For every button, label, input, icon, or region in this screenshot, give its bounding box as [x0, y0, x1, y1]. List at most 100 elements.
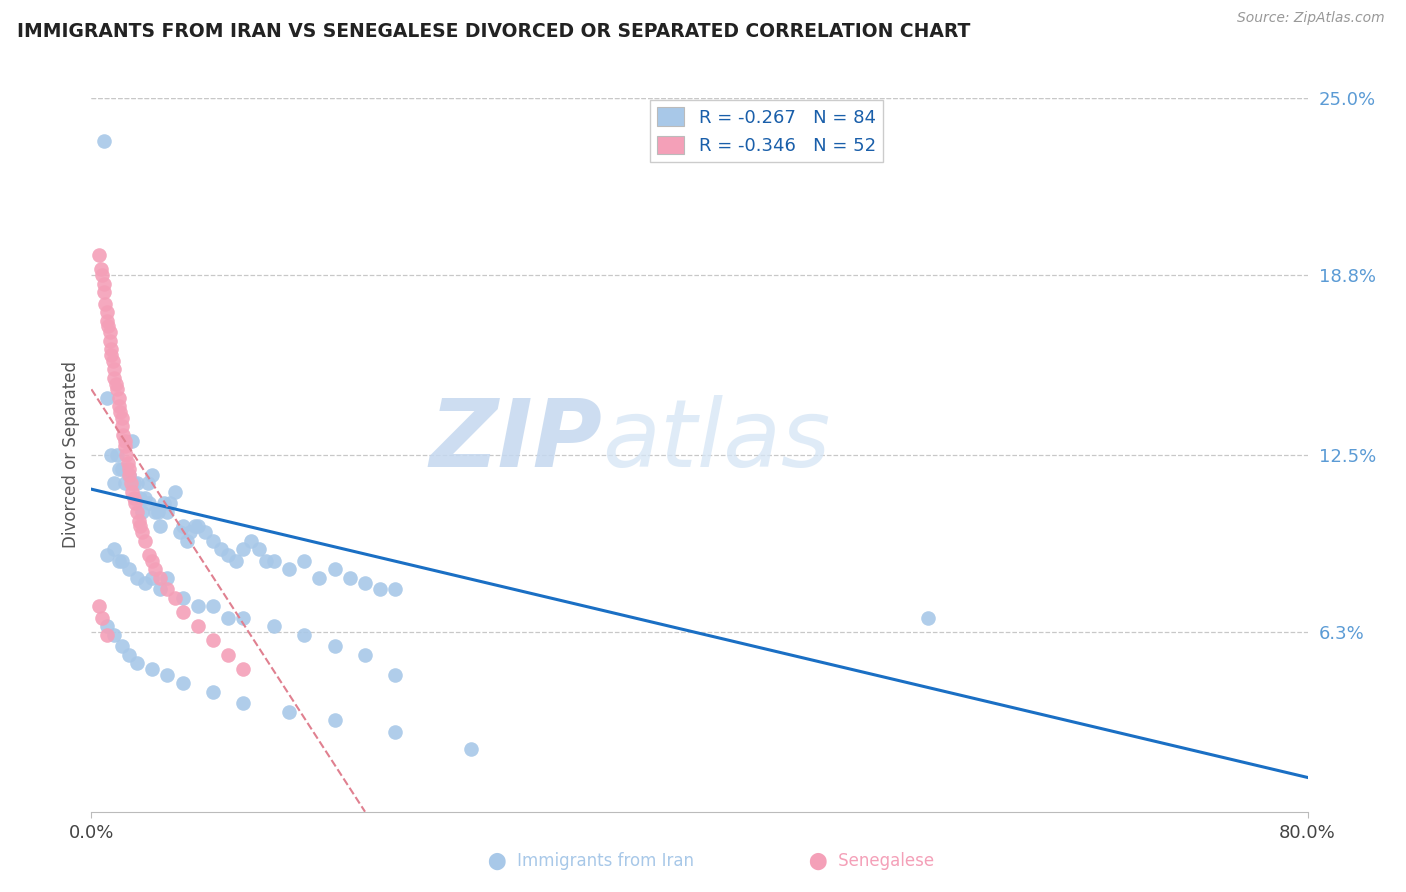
Point [131, 524, 153, 539]
Point [179, 524, 201, 539]
Point [263, 553, 285, 567]
Point [96, 314, 118, 328]
Point [110, 405, 132, 419]
Point [131, 505, 153, 519]
Point [176, 533, 198, 548]
Point [254, 553, 277, 567]
Point [323, 639, 346, 653]
Point [87, 248, 110, 262]
Point [217, 610, 239, 624]
Point [141, 553, 163, 567]
Text: ZIP: ZIP [429, 394, 602, 487]
Point [105, 448, 128, 462]
Point [202, 633, 225, 648]
Point [323, 714, 346, 728]
Point [125, 476, 148, 491]
Text: ⬤  Senegalese: ⬤ Senegalese [810, 852, 934, 870]
Point [163, 591, 186, 605]
Point [156, 582, 179, 596]
Point [292, 628, 315, 642]
Point [368, 582, 391, 596]
Point [103, 542, 125, 557]
Point [232, 662, 254, 676]
Point [100, 343, 122, 357]
Point [136, 476, 159, 491]
Point [107, 391, 129, 405]
Point [141, 571, 163, 585]
Point [384, 724, 406, 739]
Point [129, 519, 152, 533]
Point [187, 519, 209, 533]
Point [354, 576, 377, 591]
Point [87, 599, 110, 614]
Text: atlas: atlas [602, 395, 831, 486]
Point [217, 548, 239, 562]
Point [232, 610, 254, 624]
Point [97, 319, 120, 334]
Point [111, 419, 134, 434]
Point [89, 262, 111, 277]
Text: Source: ZipAtlas.com: Source: ZipAtlas.com [1237, 11, 1385, 25]
Point [125, 505, 148, 519]
Point [111, 410, 134, 425]
Point [118, 462, 141, 476]
Point [118, 648, 141, 662]
Point [163, 485, 186, 500]
Point [149, 519, 172, 533]
Point [225, 553, 247, 567]
Point [143, 562, 166, 576]
Point [103, 362, 125, 376]
Point [120, 476, 142, 491]
Point [105, 382, 128, 396]
Point [292, 553, 315, 567]
Point [917, 610, 939, 624]
Point [125, 571, 148, 585]
Point [104, 376, 127, 391]
Point [114, 439, 136, 453]
Point [232, 542, 254, 557]
Point [308, 571, 330, 585]
Point [187, 599, 209, 614]
Point [149, 582, 172, 596]
Point [93, 285, 115, 300]
Point [156, 571, 179, 585]
Point [194, 524, 217, 539]
Point [112, 428, 135, 442]
Point [100, 448, 122, 462]
Point [202, 599, 225, 614]
Point [100, 348, 122, 362]
Point [156, 667, 179, 681]
Point [118, 467, 141, 482]
Point [172, 605, 194, 619]
Point [91, 268, 114, 282]
Point [156, 505, 179, 519]
Point [93, 277, 115, 291]
Point [117, 457, 139, 471]
Point [91, 610, 114, 624]
Point [96, 305, 118, 319]
Point [172, 676, 194, 690]
Point [111, 553, 134, 567]
Point [384, 582, 406, 596]
Point [103, 476, 125, 491]
Point [143, 505, 166, 519]
Point [134, 533, 156, 548]
Point [278, 705, 301, 719]
Point [107, 400, 129, 414]
Point [96, 548, 118, 562]
Point [96, 391, 118, 405]
Point [184, 519, 207, 533]
Text: ⬤  Immigrants from Iran: ⬤ Immigrants from Iran [488, 852, 693, 870]
Point [159, 496, 181, 510]
Point [232, 696, 254, 710]
Legend: R = -0.267   N = 84, R = -0.346   N = 52: R = -0.267 N = 84, R = -0.346 N = 52 [650, 100, 883, 162]
Point [118, 562, 141, 576]
Point [172, 519, 194, 533]
Point [93, 134, 115, 148]
Point [128, 514, 150, 528]
Point [138, 496, 160, 510]
Point [339, 571, 361, 585]
Point [187, 619, 209, 633]
Point [384, 667, 406, 681]
Point [172, 591, 194, 605]
